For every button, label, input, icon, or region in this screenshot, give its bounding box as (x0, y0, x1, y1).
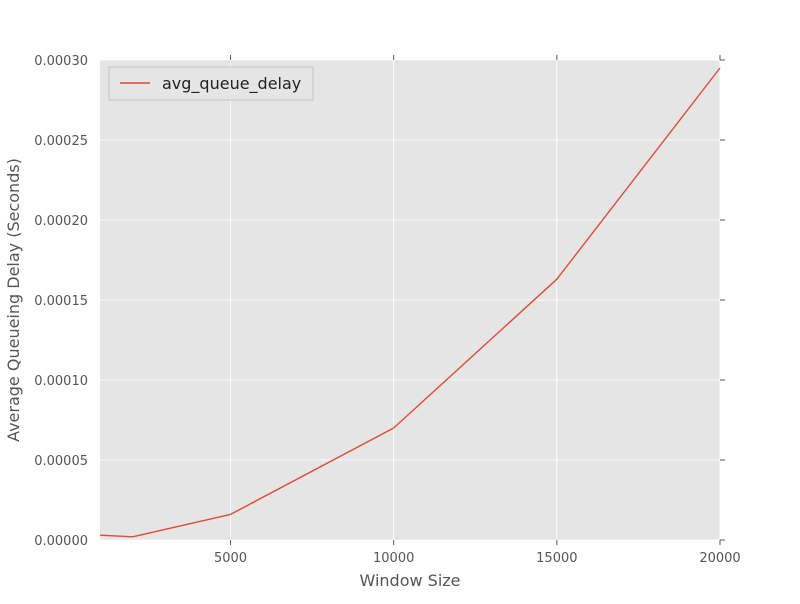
y-tick-label: 0.00010 (34, 374, 88, 389)
y-tick-label: 0.00000 (34, 534, 88, 549)
x-tick-label: 20000 (699, 551, 740, 566)
legend-label-avg-queue-delay: avg_queue_delay (162, 74, 301, 94)
x-tick-label: 10000 (373, 551, 414, 566)
y-tick-label: 0.00015 (34, 294, 88, 309)
y-tick-label: 0.00030 (34, 54, 88, 69)
series-layer (99, 67, 721, 538)
x-axis-label: Window Size (359, 571, 460, 590)
legend: avg_queue_delay (108, 66, 314, 101)
series-line-avg-queue-delay (99, 67, 721, 538)
x-tick-labels: 5000 10000 15000 20000 (214, 551, 741, 566)
grid-lines (100, 59, 721, 541)
y-tick-labels: 0.00000 0.00005 0.00010 0.00015 0.00020 0.000… (34, 54, 88, 549)
y-axis-label: Average Queueing Delay (Seconds) (4, 158, 23, 442)
x-tick-label: 15000 (536, 551, 577, 566)
y-tick-label: 0.00005 (34, 454, 88, 469)
axis-ticks (230, 55, 725, 545)
y-tick-label: 0.00020 (34, 214, 88, 229)
x-tick-label: 5000 (214, 551, 247, 566)
y-tick-label: 0.00025 (34, 134, 88, 149)
